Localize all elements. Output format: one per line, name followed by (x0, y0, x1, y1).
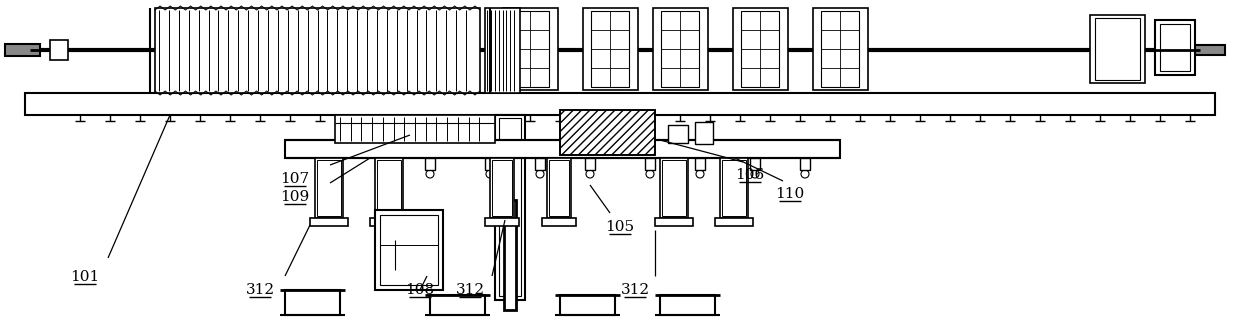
Bar (591, 11, 629, 87)
Bar (813, 8, 869, 90)
Bar (430, 295, 484, 315)
Bar (662, 160, 686, 216)
Bar (750, 158, 760, 170)
Text: 312: 312 (621, 283, 649, 297)
Bar (1095, 18, 1140, 80)
Bar (646, 158, 655, 170)
Bar (722, 160, 746, 216)
Bar (310, 218, 348, 226)
Bar (510, 11, 549, 87)
Bar (549, 160, 569, 216)
Bar (660, 158, 688, 218)
Text: 312: 312 (245, 283, 275, 297)
Bar (496, 115, 525, 300)
Bar (492, 160, 512, 216)
Bar (1090, 15, 1145, 83)
Bar (541, 218, 576, 226)
Bar (584, 8, 638, 90)
Bar (668, 125, 688, 143)
Bar (504, 200, 515, 310)
Bar (285, 290, 339, 315)
Bar (285, 140, 840, 158)
Bar (653, 8, 707, 90)
Bar (335, 115, 496, 143)
Bar (489, 158, 514, 218)
Bar (25, 93, 1215, 115)
Bar (800, 158, 810, 170)
Bar (155, 8, 479, 93)
Text: 105: 105 (606, 220, 634, 234)
Text: 107: 107 (280, 172, 310, 186)
Bar (720, 158, 748, 218)
Bar (655, 218, 693, 226)
Bar (315, 158, 343, 218)
Text: 101: 101 (71, 270, 99, 284)
Bar (821, 11, 859, 87)
Bar (560, 110, 655, 155)
Bar (425, 158, 435, 170)
Bar (535, 158, 545, 170)
Text: 109: 109 (280, 190, 310, 204)
Bar (484, 158, 496, 170)
Bar (499, 118, 522, 296)
Bar (317, 160, 341, 216)
Bar (380, 215, 439, 285)
Bar (484, 218, 519, 226)
Bar (50, 40, 68, 60)
Bar (1180, 45, 1225, 55)
Bar (377, 160, 401, 216)
Bar (695, 122, 712, 144)
Bar (741, 11, 779, 87)
Bar (5, 44, 40, 56)
Bar (1155, 20, 1194, 75)
Text: 106: 106 (736, 168, 764, 182)
Bar (546, 158, 571, 218)
Bar (375, 158, 385, 170)
Bar (375, 210, 444, 290)
Bar (1160, 24, 1189, 71)
Bar (695, 158, 705, 170)
Bar (585, 158, 595, 170)
Bar (484, 8, 520, 93)
Text: 110: 110 (776, 187, 804, 201)
Bar (733, 8, 788, 90)
Bar (560, 295, 615, 315)
Bar (560, 110, 655, 155)
Text: 108: 108 (405, 283, 435, 297)
Bar (503, 8, 558, 90)
Bar (370, 218, 408, 226)
Bar (325, 158, 335, 170)
Bar (375, 158, 403, 218)
Text: 312: 312 (456, 283, 484, 297)
Bar (660, 295, 715, 315)
Bar (660, 11, 699, 87)
Bar (715, 218, 753, 226)
